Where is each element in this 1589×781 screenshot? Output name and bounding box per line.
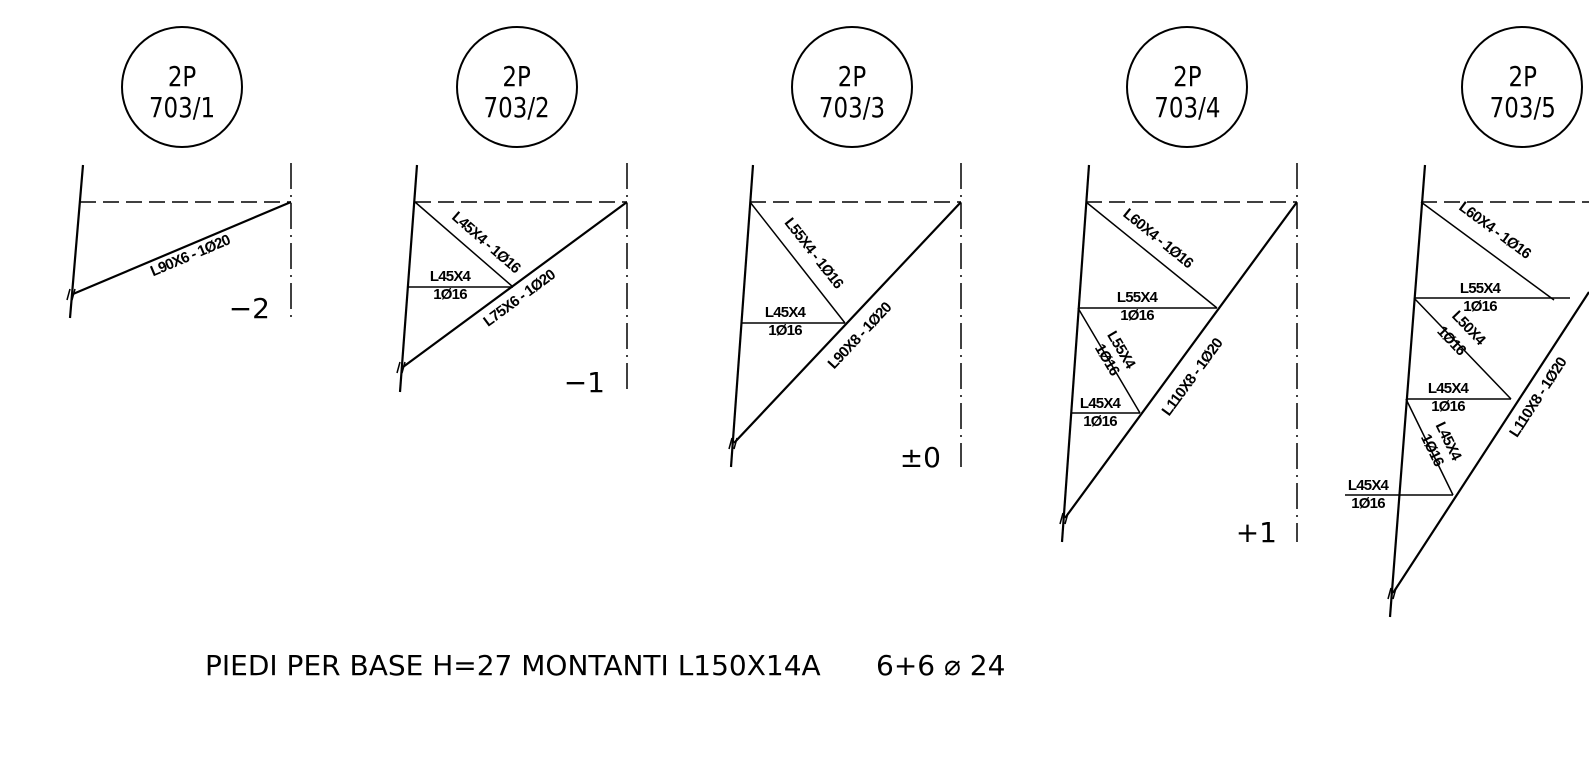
member-label: L45X4 - 1Ø16: [448, 208, 523, 277]
leg-member: [68, 164, 85, 319]
drawing-caption: PIEDI PER BASE H=27 MONTANTI L150X14A: [205, 649, 821, 682]
diagonal-member: [402, 201, 628, 368]
member-label: L45X4: [1080, 395, 1122, 412]
member-label: L55X4: [1117, 289, 1159, 306]
member-label: 1Ø16: [1083, 413, 1117, 430]
drawing-caption-bolts: 6+6 ⌀ 24: [876, 649, 1005, 682]
member-label: L45X4: [1348, 477, 1390, 494]
panel-tag-line1: 2P: [838, 61, 866, 94]
diagonal-member: [1064, 201, 1298, 519]
break-mark: [728, 437, 733, 450]
member-label: L90X6 - 1Ø20: [148, 231, 233, 280]
inner-diagonal: [414, 201, 514, 288]
inner-diagonal: [1405, 398, 1454, 496]
leg-member: [1388, 164, 1427, 618]
level-label: +1: [1236, 516, 1277, 549]
panel-tag-circle: [456, 26, 578, 148]
member-label: L55X4: [1460, 280, 1502, 297]
member-label: 1Ø16: [433, 286, 467, 303]
level-label: ±0: [900, 441, 941, 474]
panel-tag-circle: [791, 26, 913, 148]
break-mark: [1387, 587, 1392, 600]
panel-703-1: 2P 703/1 L90X6 - 1Ø20 −2: [66, 26, 292, 325]
inner-diagonal: [1413, 297, 1512, 400]
panel-tag-line1: 2P: [502, 61, 530, 94]
break-mark: [401, 361, 406, 374]
member-label: 1Ø16: [1351, 495, 1385, 512]
level-label: −1: [564, 366, 605, 399]
panel-tag-line2: 703/4: [1154, 92, 1220, 125]
level-label: −2: [229, 292, 270, 325]
panel-tag-line2: 703/1: [149, 92, 215, 125]
break-mark: [396, 361, 401, 374]
member-label: L45X4: [1428, 380, 1470, 397]
member-label: 1Ø16: [1431, 398, 1465, 415]
diagonal-member: [1392, 291, 1589, 594]
panel-tag-circle: [1126, 26, 1248, 148]
break-mark: [733, 437, 738, 450]
panel-tag-line1: 2P: [1173, 61, 1201, 94]
panel-tag-circle: [121, 26, 243, 148]
member-label: L45X4: [430, 268, 472, 285]
break-mark: [66, 288, 71, 301]
panel-tag-circle: [1461, 26, 1583, 148]
inner-diagonal: [1420, 201, 1555, 301]
break-mark: [71, 288, 76, 301]
member-label: 1Ø16: [768, 322, 802, 339]
panel-tag-line1: 2P: [1509, 61, 1537, 94]
diagonal-member: [72, 200, 292, 296]
break-mark: [1392, 587, 1397, 600]
inner-diagonal: [1077, 307, 1141, 414]
break-mark: [1064, 512, 1069, 525]
panel-703-3: 2P 703/3 L55X4 - 1Ø16 L45X4 1Ø16 L90X8 -…: [728, 26, 962, 474]
member-label: L75X6 - 1Ø20: [480, 266, 559, 330]
panel-703-2: 2P 703/2 L45X4 - 1Ø16 L45X4 1Ø16 L75X6 -…: [396, 26, 628, 399]
member-label: L110X8 - 1Ø20: [1506, 354, 1570, 440]
panel-703-4: 2P 703/4 L60X4 - 1Ø16 L55X4 1Ø16 L55X4 1…: [1059, 26, 1298, 549]
panel-703-5: 2P 703/5 L60X4 - 1Ø16 L55X4 1Ø16 L50X4 1…: [1345, 26, 1589, 618]
leg-member: [729, 164, 755, 468]
leg-member: [398, 164, 419, 393]
break-mark: [1059, 512, 1064, 525]
panel-tag-line2: 703/5: [1490, 92, 1556, 125]
member-label: 1Ø16: [1120, 307, 1154, 324]
member-label: 1Ø16: [1463, 298, 1497, 315]
panel-tag-line2: 703/2: [484, 92, 550, 125]
inner-diagonal: [1085, 201, 1218, 309]
diagonal-member: [733, 201, 962, 444]
member-label: L60X4 - 1Ø16: [1456, 198, 1535, 262]
member-label: L45X4: [765, 304, 807, 321]
panel-tag-line2: 703/3: [819, 92, 885, 125]
inner-diagonal: [749, 201, 846, 324]
leg-member: [1060, 164, 1091, 543]
panel-tag-line1: 2P: [168, 61, 196, 94]
